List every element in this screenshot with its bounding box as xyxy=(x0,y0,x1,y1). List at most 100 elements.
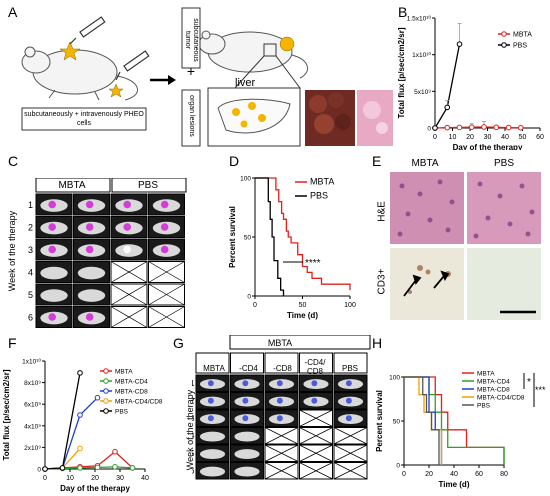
arrow-icon xyxy=(403,270,450,297)
mouse-body xyxy=(234,449,260,460)
mouse-body xyxy=(234,431,260,442)
legend-marker xyxy=(103,378,109,384)
cd3-pbs-image xyxy=(467,248,541,320)
panel-e-row-he: H&E xyxy=(376,201,388,222)
bioluminescence-signal xyxy=(345,380,352,387)
bioluminescence-signal xyxy=(207,380,214,387)
series-line xyxy=(44,450,133,470)
y-tick-label: 2x10⁹ xyxy=(24,445,41,452)
data-point xyxy=(432,125,438,131)
bioluminescence-signal xyxy=(85,200,94,209)
series-line xyxy=(255,177,285,296)
week-number: 5 xyxy=(28,290,33,300)
panel-e-histology xyxy=(390,172,541,320)
panel-e-col-pbs: PBS xyxy=(493,158,514,169)
week-number: 2 xyxy=(192,397,195,406)
header-box xyxy=(111,178,187,193)
y-tick-label: 5x10⁹ xyxy=(414,89,431,96)
x-tick-label: 0 xyxy=(43,475,47,482)
bioluminescence-signal xyxy=(345,397,352,404)
legend-marker xyxy=(501,31,507,37)
bioluminescence-signal xyxy=(48,245,56,254)
panel-letter-a: A xyxy=(8,4,18,20)
y-tick-label: 8x10⁹ xyxy=(24,380,41,387)
panel-c-week-label: Week of the therapy xyxy=(7,210,17,292)
panel-g-group-3: -CD4/ CD8 xyxy=(304,358,326,376)
liver-label: liver xyxy=(235,77,256,89)
bioluminescence-signal xyxy=(123,223,131,231)
mouse-right-illustration xyxy=(198,30,308,89)
legend-marker xyxy=(501,42,507,48)
legend-label: PBS xyxy=(477,403,491,410)
bioluminescence-signal xyxy=(311,380,318,387)
y-axis-label: Total flux [p/sec/cm2/sr] xyxy=(2,369,11,460)
week-number: 1 xyxy=(28,200,33,210)
data-point xyxy=(444,104,451,111)
chart-d: 0 50 100 0 50 100 Time (d) Percent survival MBTA… xyxy=(228,176,356,321)
y-tick-label: 100 xyxy=(240,176,251,183)
week-number: 6 xyxy=(192,467,195,476)
organ-lesion-label: organ lesions xyxy=(188,95,195,137)
chart-h: 0 20 40 60 80 0 50 100 Time (d) Percent survival M… xyxy=(375,371,546,490)
data-point xyxy=(468,124,475,130)
panel-e-row-cd3: CD3+ xyxy=(376,268,388,295)
subcutaneous-box xyxy=(181,7,201,69)
x-axis-label: Time (d) xyxy=(287,311,318,320)
legend-label: MBTA xyxy=(513,32,532,39)
group-header-box xyxy=(299,352,333,374)
y-tick-label: 1.5x10¹⁰ xyxy=(407,15,432,23)
legend-label: PBS xyxy=(115,409,129,416)
x-tick-label: 80 xyxy=(500,471,508,478)
x-axis-label: Time (d) xyxy=(439,480,470,489)
y-tick-label: 0 xyxy=(427,126,431,133)
data-point xyxy=(112,464,118,470)
panel-g-group-1: -CD4 xyxy=(239,364,258,373)
cross-line xyxy=(299,444,333,462)
panel-g-week-label: Week of the therapy xyxy=(185,389,195,471)
cd3-mbta-image xyxy=(390,248,464,320)
chart-b: 0 10 20 30 40 50 60 0 5x10⁹ 1x10¹⁰ 1.5x10¹⁰ Day of … xyxy=(397,15,544,151)
y-axis-label: Percent survival xyxy=(375,390,384,452)
x-tick-label: 10 xyxy=(66,475,74,482)
legend-label: PBS xyxy=(310,191,328,201)
y-axis-label: Total flux [p/sec/cm2/sr] xyxy=(397,27,406,118)
injection-text: subcutaneously + intravenously PHEO cell… xyxy=(24,111,144,127)
y-tick-label: 1x10¹⁰ xyxy=(22,358,41,366)
x-tick-label: 20 xyxy=(425,471,433,478)
panel-c-header-pbs: PBS xyxy=(137,180,158,191)
data-point xyxy=(94,464,101,471)
week-number: 2 xyxy=(28,223,33,233)
mouse-body xyxy=(77,289,106,302)
x-tick-label: 40 xyxy=(501,134,509,141)
x-tick-label: 40 xyxy=(141,475,149,482)
data-point xyxy=(42,466,48,472)
bioluminescence-signal xyxy=(276,415,283,422)
week-number: 4 xyxy=(192,432,195,441)
data-point xyxy=(129,465,136,471)
x-tick-label: 40 xyxy=(450,471,458,478)
y-tick-label: 6x10⁹ xyxy=(24,402,41,409)
tumor-spot xyxy=(279,36,295,52)
mouse-body xyxy=(199,449,226,460)
data-point xyxy=(59,465,66,471)
data-point xyxy=(517,124,524,131)
subcutaneous-label: subcutaneous tumor xyxy=(184,18,199,62)
panel-letter-d: D xyxy=(229,153,240,169)
bioluminescence-signal xyxy=(242,415,249,422)
panel-c-header-mbta: MBTA xyxy=(58,180,86,191)
bioluminescence-signal xyxy=(160,200,169,209)
mouse-body xyxy=(40,266,68,280)
legend-label: MBTA-CD4 xyxy=(477,379,510,386)
bioluminescence-signal xyxy=(242,380,249,387)
y-tick-label: 0 xyxy=(37,467,41,474)
x-tick-label: 20 xyxy=(466,134,474,141)
x-tick-label: 100 xyxy=(344,302,356,309)
syringe-icon xyxy=(69,16,150,81)
arrow-right-icon xyxy=(150,75,176,85)
legend-marker xyxy=(103,408,109,414)
x-tick-label: 0 xyxy=(433,134,437,141)
y-tick-label: 1x10¹⁰ xyxy=(412,51,431,59)
panel-g-group-4: PBS xyxy=(341,364,358,373)
bioluminescence-signal xyxy=(276,380,283,387)
bioluminescence-signal xyxy=(345,415,352,422)
